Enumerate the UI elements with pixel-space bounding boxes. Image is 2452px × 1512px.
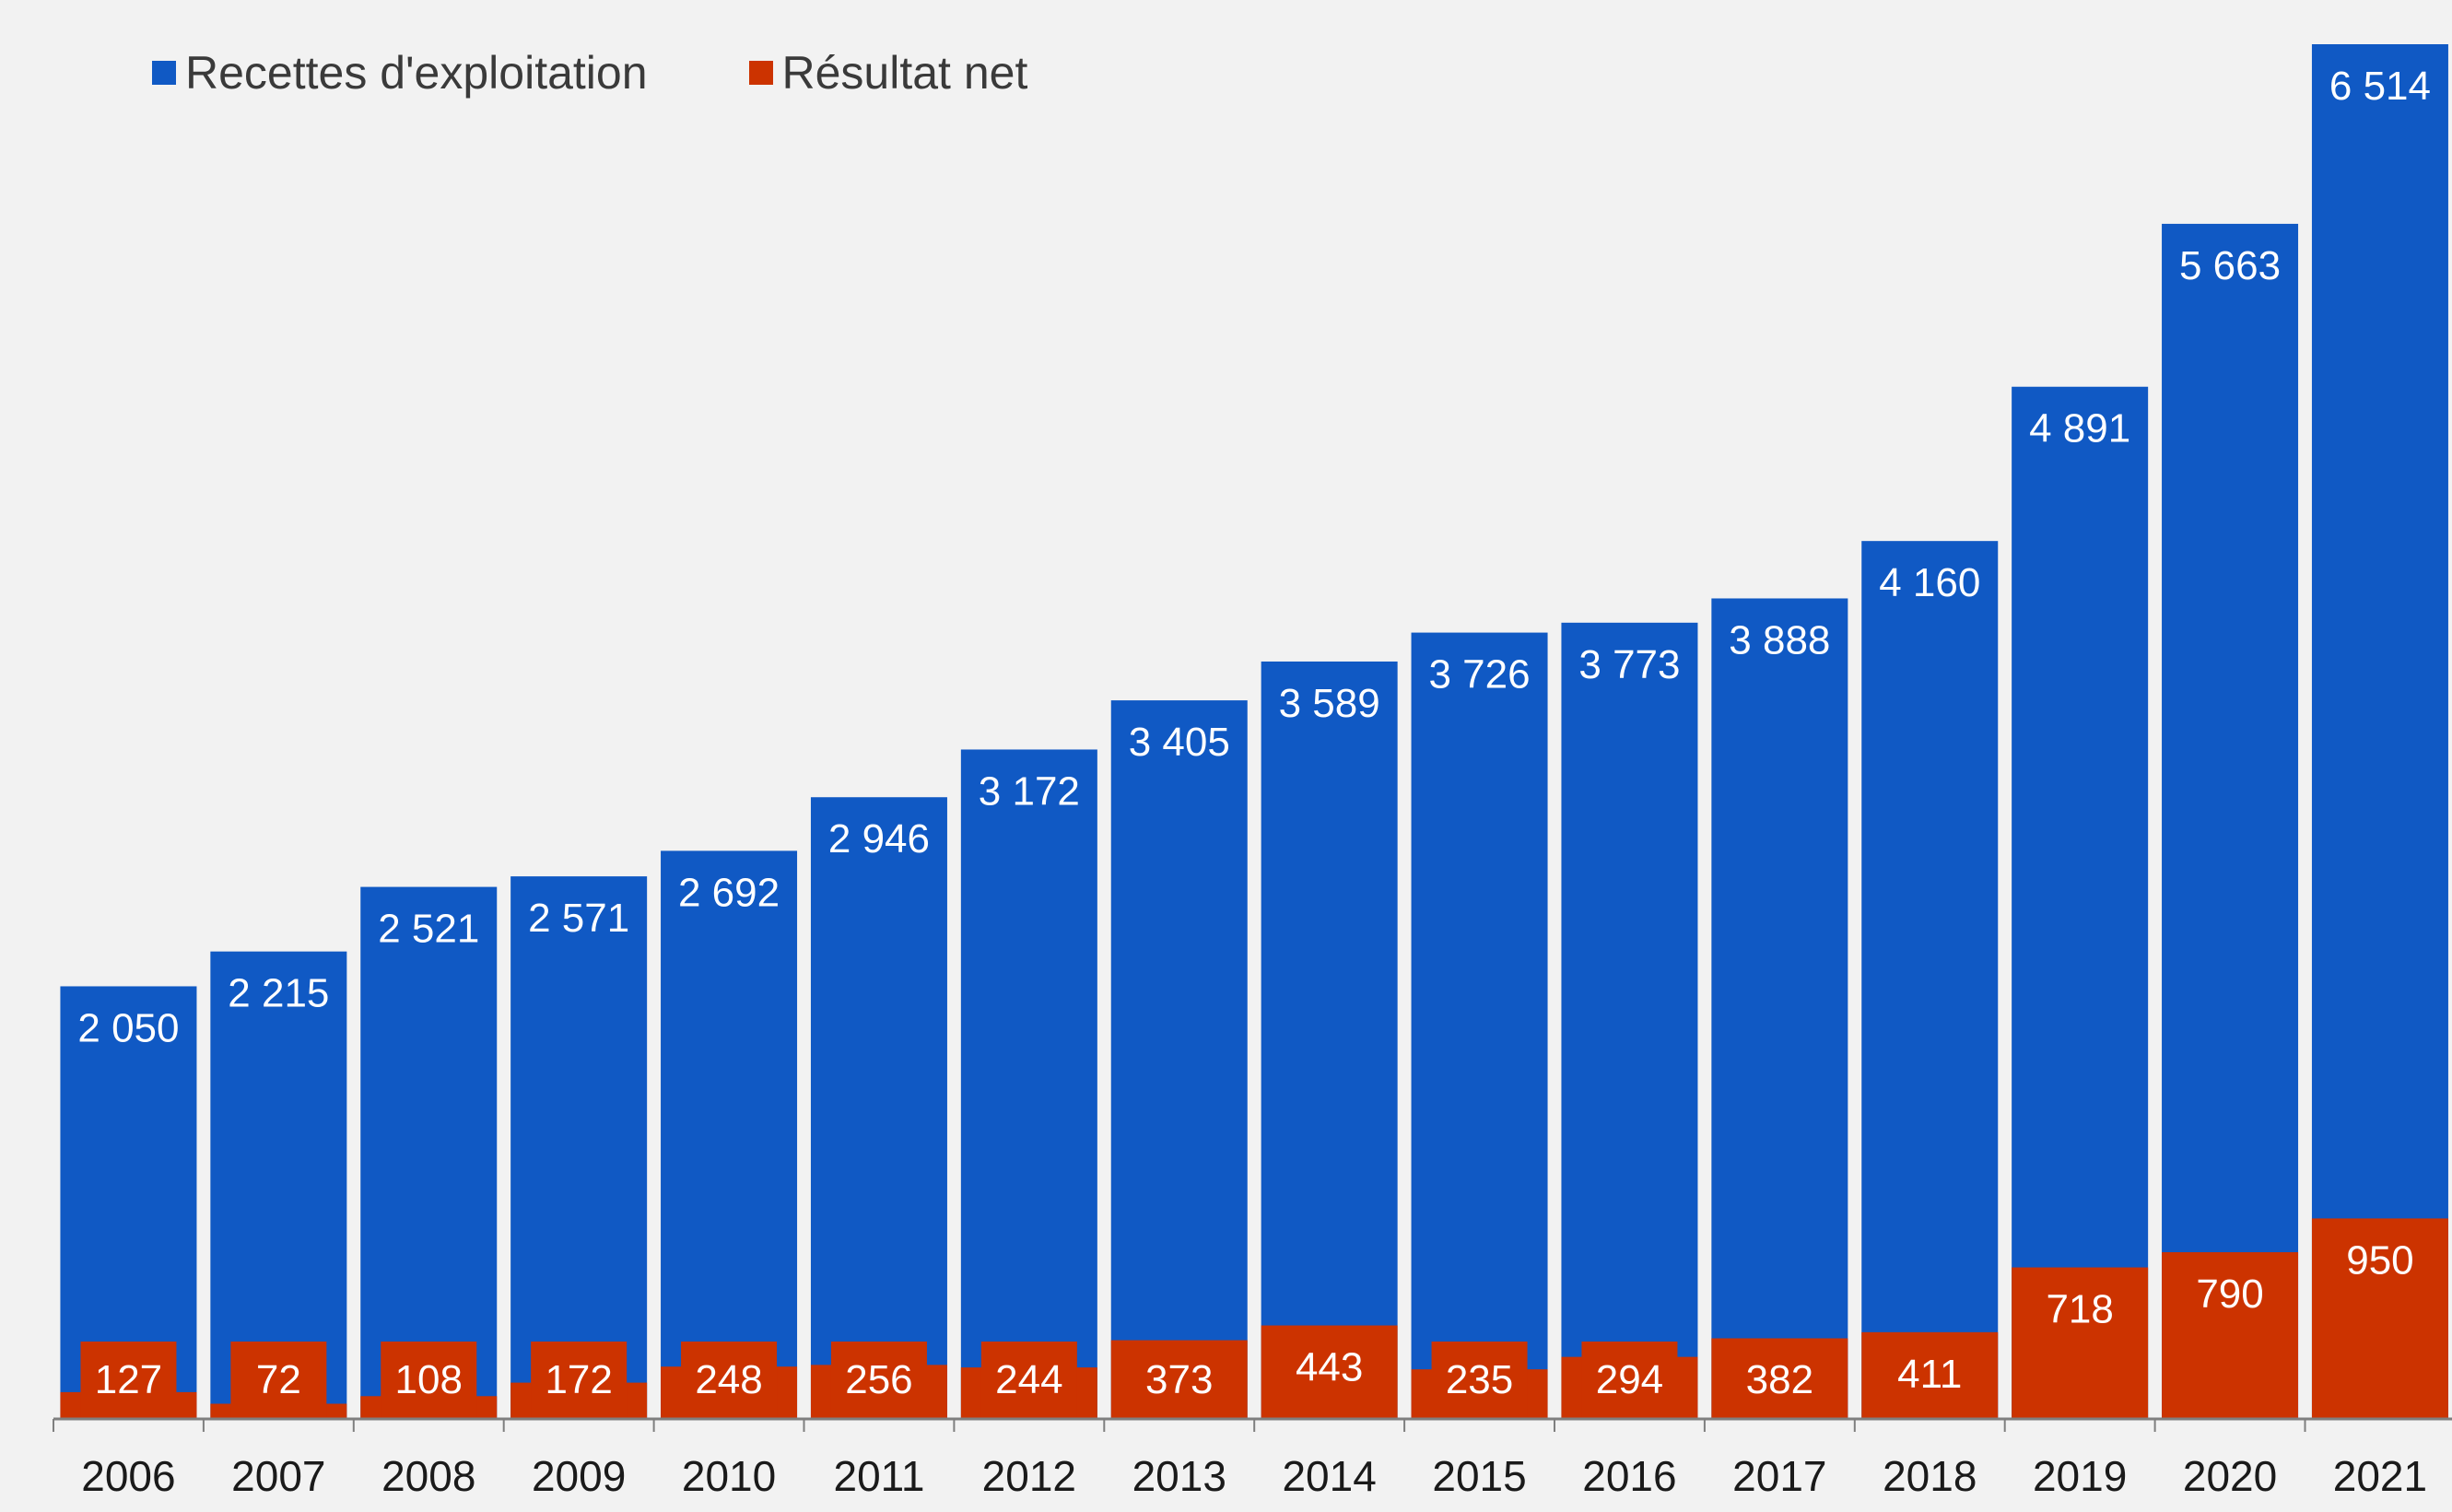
revenue-bar-2016: [1561, 622, 1698, 1419]
net-result-label-2010: 248: [695, 1357, 762, 1402]
revenue-label-2015: 3 726: [1428, 652, 1530, 697]
net-result-bar-2019: [2012, 1267, 2149, 1419]
net-result-label-2016: 294: [1596, 1357, 1663, 1402]
x-tick-label-2012: 2012: [982, 1452, 1076, 1500]
revenue-label-2019: 4 891: [2029, 406, 2130, 451]
net-result-label-box-2015: [1431, 1342, 1528, 1419]
legend-item-net-result: Résultat net: [748, 46, 1028, 100]
x-tick-label-2009: 2009: [532, 1452, 626, 1500]
legend-label-net-result: Résultat net: [781, 47, 1028, 99]
revenue-bar-2020: [2162, 223, 2299, 1420]
revenue-bar-2007: [210, 951, 347, 1419]
revenue-label-2006: 2 050: [77, 1005, 179, 1050]
x-tick-label-2006: 2006: [81, 1452, 175, 1500]
x-tick-label-2007: 2007: [231, 1452, 325, 1500]
net-result-label-box-2011: [830, 1342, 927, 1419]
revenue-label-2014: 3 589: [1279, 681, 1380, 726]
net-result-bar-2018: [1861, 1331, 1999, 1419]
revenue-bar-2011: [810, 797, 947, 1419]
net-result-label-2007: 72: [256, 1357, 301, 1402]
x-tick-label-2016: 2016: [1582, 1452, 1676, 1500]
revenue-bar-2014: [1261, 661, 1398, 1419]
net-result-label-2017: 382: [1746, 1357, 1813, 1402]
x-tick-label-2015: 2015: [1432, 1452, 1526, 1500]
revenue-bar-2012: [960, 749, 1097, 1419]
revenue-label-2007: 2 215: [228, 971, 329, 1016]
net-result-label-box-2012: [980, 1342, 1077, 1419]
x-tick-label-2018: 2018: [1883, 1452, 1977, 1500]
net-result-bar-2013: [1110, 1340, 1248, 1419]
revenue-label-2009: 2 571: [528, 896, 629, 941]
net-result-bar-2017: [1711, 1338, 1848, 1419]
net-result-label-box-2007: [230, 1342, 327, 1419]
legend-swatch-net-result: [748, 61, 773, 85]
legend-swatch-revenue: [152, 61, 176, 85]
x-tick-label-2013: 2013: [1132, 1452, 1226, 1500]
revenue-bar-2015: [1411, 632, 1548, 1419]
revenue-label-2013: 3 405: [1129, 720, 1230, 765]
chart-legend: Recettes d'exploitation Résultat net: [152, 46, 1027, 100]
revenue-bar-2018: [1861, 541, 1999, 1419]
net-result-label-2008: 108: [395, 1357, 463, 1402]
revenue-label-2010: 2 692: [678, 870, 780, 915]
x-tick-label-2014: 2014: [1282, 1452, 1376, 1500]
revenue-label-2008: 2 521: [378, 907, 479, 952]
net-result-label-2014: 443: [1296, 1345, 1363, 1390]
revenue-bar-2009: [510, 876, 648, 1419]
revenue-label-2011: 2 946: [828, 816, 930, 861]
x-tick-label-2011: 2011: [833, 1452, 924, 1500]
net-result-label-2018: 411: [1897, 1352, 1962, 1397]
revenue-bar-2010: [661, 850, 798, 1419]
revenue-label-2016: 3 773: [1578, 642, 1680, 687]
net-result-bar-2021: [2311, 1218, 2448, 1419]
revenue-label-2020: 5 663: [2179, 243, 2281, 288]
x-tick-label-2020: 2020: [2183, 1452, 2277, 1500]
revenue-bar-2017: [1711, 598, 1848, 1419]
revenue-label-2021: 6 514: [2329, 64, 2431, 109]
net-result-label-2020: 790: [2196, 1272, 2263, 1317]
revenue-bar-2008: [360, 886, 498, 1419]
x-tick-label-2017: 2017: [1732, 1452, 1826, 1500]
x-tick-label-2019: 2019: [2033, 1452, 2127, 1500]
net-result-label-box-2008: [381, 1342, 477, 1419]
legend-item-revenue: Recettes d'exploitation: [152, 46, 648, 100]
revenue-label-2012: 3 172: [979, 768, 1080, 814]
net-result-label-2006: 127: [95, 1357, 162, 1402]
net-result-label-box-2010: [681, 1342, 778, 1419]
revenue-label-2018: 4 160: [1879, 560, 1980, 605]
net-result-label-2019: 718: [2046, 1287, 2113, 1332]
net-result-label-2015: 235: [1446, 1357, 1513, 1402]
net-result-label-2013: 373: [1145, 1357, 1213, 1402]
revenue-bar-2013: [1110, 700, 1248, 1419]
x-tick-label-2021: 2021: [2333, 1452, 2427, 1500]
x-tick-label-2010: 2010: [682, 1452, 776, 1500]
net-result-label-box-2006: [80, 1342, 177, 1419]
net-result-label-box-2016: [1581, 1342, 1678, 1419]
x-tick-label-2008: 2008: [381, 1452, 475, 1500]
net-result-label-2009: 172: [545, 1357, 612, 1402]
legend-label-revenue: Recettes d'exploitation: [185, 47, 648, 99]
net-result-label-box-2009: [531, 1342, 628, 1419]
net-result-bar-2020: [2162, 1252, 2299, 1419]
net-result-bar-2014: [1261, 1325, 1398, 1419]
net-result-label-2012: 244: [995, 1357, 1062, 1402]
revenue-label-2017: 3 888: [1729, 617, 1830, 662]
revenue-bar-2021: [2311, 44, 2448, 1419]
net-result-label-2021: 950: [2346, 1237, 2413, 1283]
revenue-bar-2019: [2012, 386, 2149, 1420]
net-result-label-2011: 256: [845, 1357, 912, 1402]
